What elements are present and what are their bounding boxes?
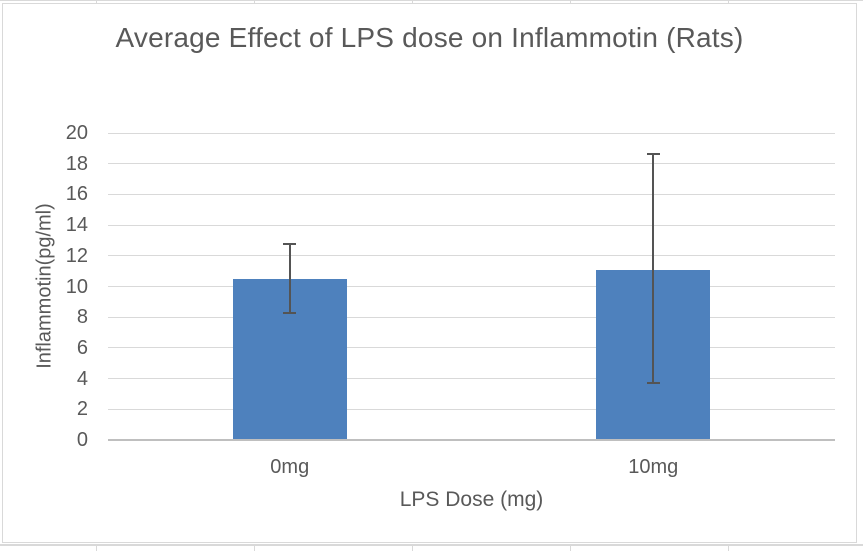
- excel-row-line-bottom: [0, 544, 863, 546]
- error-bar: [288, 243, 291, 314]
- gridline: [108, 163, 835, 165]
- y-tick-label: 6: [76, 336, 88, 359]
- excel-column-line: [254, 546, 255, 551]
- y-tick-label: 16: [65, 183, 88, 206]
- excel-column-line: [412, 0, 413, 3]
- excel-column-line: [254, 0, 255, 3]
- y-tick-label: 20: [65, 122, 88, 144]
- gridline: [108, 132, 835, 134]
- error-bar-cap: [646, 153, 660, 156]
- plot-area: [108, 132, 835, 441]
- error-bar: [652, 154, 655, 384]
- x-axis-title: LPS Dose (mg): [399, 488, 544, 511]
- gridline: [108, 316, 835, 318]
- excel-column-line: [96, 0, 97, 3]
- x-category-label: 0mg: [270, 456, 310, 478]
- y-tick-label: 0: [76, 429, 88, 451]
- excel-column-line: [728, 546, 729, 551]
- y-tick-label: 10: [65, 275, 88, 298]
- gridline: [108, 193, 835, 195]
- gridline: [108, 286, 835, 287]
- error-bar-cap: [283, 312, 297, 315]
- excel-row-line-top: [0, 0, 863, 1]
- gridline: [108, 347, 835, 349]
- gridline: [108, 378, 835, 380]
- chart-frame: [2, 3, 857, 543]
- y-tick-label: 2: [76, 398, 88, 421]
- y-tick-label: 4: [76, 367, 88, 390]
- excel-column-line: [96, 546, 97, 551]
- gridline: [108, 224, 835, 226]
- y-tick-label: 14: [65, 214, 88, 237]
- y-tick-label: 12: [65, 244, 88, 267]
- error-bar-cap: [283, 242, 297, 245]
- excel-column-line: [728, 0, 729, 3]
- excel-column-line: [570, 0, 571, 3]
- y-tick-label: 8: [76, 306, 88, 329]
- x-category-label: 10mg: [628, 456, 679, 478]
- y-tick-label: 18: [65, 152, 88, 175]
- excel-column-line: [570, 546, 571, 551]
- gridline: [108, 255, 835, 257]
- gridline: [108, 408, 835, 410]
- excel-column-line: [412, 546, 413, 551]
- error-bar-cap: [646, 382, 660, 385]
- chart-title: Average Effect of LPS dose on Inflammoti…: [115, 22, 744, 53]
- x-axis-line: [108, 439, 835, 441]
